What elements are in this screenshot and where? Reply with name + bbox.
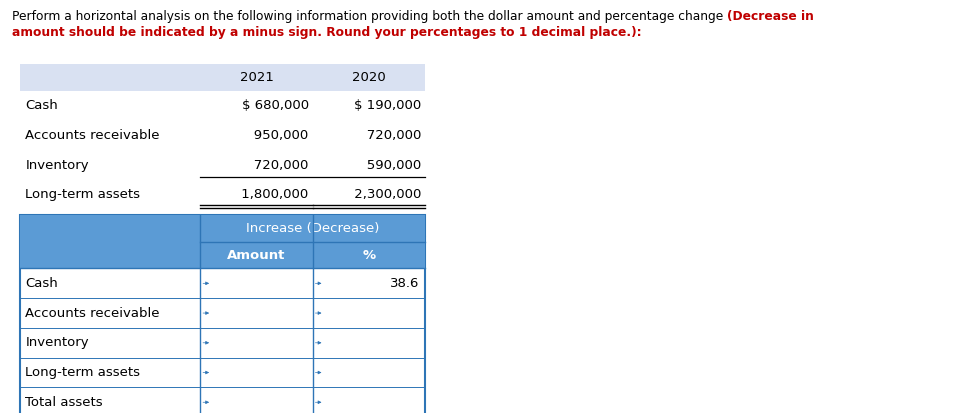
Bar: [20, 215, 425, 413]
Text: Cash: Cash: [25, 277, 59, 290]
Text: 2,300,000: 2,300,000: [350, 188, 421, 202]
Text: Inventory: Inventory: [25, 336, 89, 349]
Text: Total assets: Total assets: [25, 218, 103, 231]
Text: $4,150,000: $4,150,000: [234, 218, 309, 231]
Text: %: %: [362, 249, 375, 261]
Bar: [20, 215, 200, 268]
Text: (Decrease in: (Decrease in: [727, 10, 814, 23]
Text: $3,800,000: $3,800,000: [346, 218, 421, 231]
Text: Increase (Decrease): Increase (Decrease): [246, 222, 379, 235]
Text: amount should be indicated by a minus sign. Round your percentages to 1 decimal : amount should be indicated by a minus si…: [12, 26, 641, 38]
Text: 720,000: 720,000: [354, 129, 421, 142]
Text: Long-term assets: Long-term assets: [25, 188, 141, 202]
Text: Amount: Amount: [228, 249, 285, 261]
Text: Long-term assets: Long-term assets: [25, 366, 141, 379]
Text: 720,000: 720,000: [241, 159, 309, 172]
Text: 590,000: 590,000: [354, 159, 421, 172]
Text: Accounts receivable: Accounts receivable: [25, 306, 160, 320]
Text: Perform a horizontal analysis on the following information providing both the do: Perform a horizontal analysis on the fol…: [12, 10, 727, 23]
Bar: [20, 64, 425, 91]
Bar: [200, 242, 425, 268]
Text: 950,000: 950,000: [241, 129, 309, 142]
Text: Cash: Cash: [25, 99, 59, 112]
Text: Accounts receivable: Accounts receivable: [25, 129, 160, 142]
Text: Inventory: Inventory: [25, 159, 89, 172]
Text: Total assets: Total assets: [25, 396, 103, 409]
Text: $ 680,000: $ 680,000: [241, 99, 309, 112]
Text: 2020: 2020: [352, 71, 386, 84]
Text: 2021: 2021: [239, 71, 274, 84]
Text: $ 190,000: $ 190,000: [354, 99, 421, 112]
Text: 38.6: 38.6: [390, 277, 419, 290]
Bar: [200, 215, 425, 242]
Text: 1,800,000: 1,800,000: [237, 188, 309, 202]
